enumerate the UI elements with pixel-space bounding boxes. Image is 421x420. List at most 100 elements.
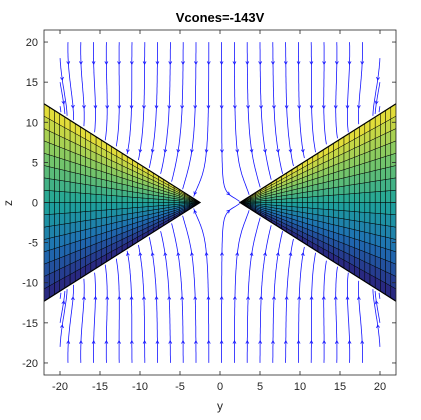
cone-facet <box>390 115 396 132</box>
cone-facet <box>302 196 308 203</box>
cone-facet <box>142 202 149 208</box>
cone-facet <box>147 205 154 211</box>
cone-facet <box>374 191 381 203</box>
cone-facet <box>137 202 144 208</box>
streamline-arrow <box>193 191 198 196</box>
cone-facet <box>106 209 112 218</box>
cone-facet <box>364 221 371 234</box>
cone-facet <box>302 207 308 214</box>
streamline-arrow <box>357 295 361 300</box>
streamline-arrow <box>288 251 293 256</box>
streamline-arrow <box>283 61 288 66</box>
cone-facet <box>390 103 396 120</box>
streamline-arrow <box>219 105 224 110</box>
cone-facet <box>116 189 123 197</box>
cone-facet <box>48 154 55 169</box>
streamline-arrow <box>117 339 121 344</box>
streamlines <box>59 42 381 363</box>
cone-facet <box>364 202 371 214</box>
cone-facet <box>385 225 392 239</box>
streamline-arrow <box>142 295 146 300</box>
streamline <box>67 42 74 121</box>
cone-facet <box>369 243 376 257</box>
cone-facet <box>390 177 396 191</box>
cone-facet <box>338 225 345 236</box>
streamline-arrow <box>142 61 147 66</box>
cone-facet <box>59 234 66 248</box>
cone-facet <box>100 224 107 235</box>
streamline-arrow <box>126 251 130 256</box>
cone-facet <box>348 184 355 195</box>
streamline <box>59 289 68 347</box>
cone-facet <box>95 225 102 236</box>
cone-facet <box>260 202 267 205</box>
streamline-arrow <box>333 105 338 110</box>
streamline <box>298 42 305 159</box>
cone-facet <box>85 184 92 195</box>
cone-facet <box>359 211 366 223</box>
cone-facet <box>333 186 340 196</box>
cone-facet <box>158 202 164 207</box>
streamline-arrow <box>374 300 379 305</box>
cone-facet <box>126 207 133 215</box>
y-tick-label: 10 <box>26 117 38 129</box>
streamline-arrow <box>105 295 110 300</box>
y-axis-ticks: -20 -15 -10 -5 0 5 10 15 20 <box>22 37 396 370</box>
cone-facet <box>359 182 366 194</box>
cone-facet <box>380 246 386 261</box>
cone-facet <box>106 202 112 211</box>
cone-facet <box>354 211 360 222</box>
cone-facet <box>74 192 81 203</box>
cone-facet <box>95 217 102 228</box>
cone-facet <box>85 175 92 186</box>
streamline <box>259 42 272 180</box>
cone-facet <box>359 239 366 253</box>
streamline-arrow <box>297 295 302 300</box>
cone-facet <box>48 178 55 192</box>
streamline-arrow <box>168 339 173 344</box>
cone-facet <box>44 115 50 132</box>
cone-facet <box>44 177 50 191</box>
cone-facet <box>338 194 345 203</box>
streamline-arrow <box>93 295 98 300</box>
cone-facet <box>48 190 55 203</box>
cone-outline <box>44 103 202 302</box>
cone-facet <box>59 244 66 259</box>
streamline-arrow <box>263 149 267 154</box>
streamline-arrow <box>300 251 305 256</box>
streamline <box>193 42 210 197</box>
y-tick-label: 5 <box>32 157 38 169</box>
cone-facet <box>322 188 329 197</box>
cone-facet <box>121 202 128 209</box>
cone-facet <box>80 183 86 194</box>
cone-facet <box>147 198 154 203</box>
cone-facet <box>44 103 50 120</box>
cone-facet <box>106 216 112 226</box>
streamline <box>347 272 351 363</box>
cone-facet <box>59 212 66 225</box>
cone-facet <box>333 194 340 203</box>
cone-facet <box>312 208 319 216</box>
streamline <box>138 42 146 161</box>
streamline-arrow <box>193 209 198 214</box>
streamline-arrow <box>249 149 254 154</box>
streamline-arrow <box>70 296 75 301</box>
cone-facet <box>90 176 97 187</box>
streamline-arrow <box>322 61 327 66</box>
streamline <box>93 272 96 363</box>
streamline-arrow <box>129 339 134 344</box>
y-tick-label: -15 <box>22 318 38 330</box>
streamline-arrow <box>347 339 352 344</box>
cone-facet <box>359 202 366 213</box>
cone-facet <box>121 213 128 222</box>
cone-facet <box>48 236 55 251</box>
cone-facet <box>333 178 340 188</box>
cone-facet <box>142 197 149 203</box>
streamline <box>372 289 381 347</box>
streamline-arrow <box>91 61 96 66</box>
cone-facet <box>348 219 355 230</box>
cone-facet <box>338 185 345 195</box>
cone-facet <box>121 189 128 197</box>
cone-facet <box>390 261 396 277</box>
cone-facet <box>348 193 355 203</box>
